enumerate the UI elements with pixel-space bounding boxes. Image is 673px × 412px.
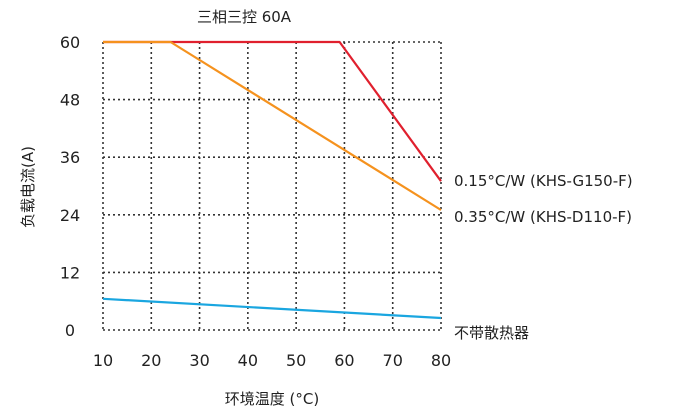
- series-label: 0.15°C/W (KHS-G150-F): [454, 172, 633, 190]
- y-tick-label: 36: [60, 148, 80, 167]
- x-tick-label: 20: [141, 351, 161, 370]
- x-tick-label: 10: [93, 351, 113, 370]
- grid: [102, 41, 442, 331]
- x-tick-label: 50: [286, 351, 306, 370]
- series-label: 0.35°C/W (KHS-D110-F): [454, 208, 632, 226]
- series-line: [103, 40, 442, 211]
- x-tick-labels: 10 20 30 40 50 60 70 80: [93, 351, 451, 370]
- y-tick-label: 24: [60, 206, 80, 225]
- x-tick-label: 60: [334, 351, 354, 370]
- y-tick-label: 60: [60, 33, 80, 52]
- series-label: 不带散热器: [454, 324, 529, 342]
- y-tick-labels: 0 12 24 36 48 60: [60, 33, 80, 340]
- series-line: [103, 40, 442, 182]
- y-axis-label: 负载电流(A): [19, 146, 37, 228]
- chart-title: 三相三控 60A: [197, 8, 292, 26]
- y-tick-label: 0: [65, 321, 75, 340]
- y-tick-label: 12: [60, 263, 80, 282]
- series-lines: [102, 40, 442, 320]
- series-line: [102, 297, 442, 320]
- series-labels: 0.15°C/W (KHS-G150-F) 0.35°C/W (KHS-D110-…: [454, 172, 633, 342]
- x-tick-label: 80: [431, 351, 451, 370]
- x-tick-label: 40: [238, 351, 258, 370]
- x-tick-label: 30: [189, 351, 209, 370]
- x-tick-label: 70: [383, 351, 403, 370]
- y-tick-label: 48: [60, 91, 80, 110]
- x-axis-label: 环境温度 (°C): [225, 390, 319, 408]
